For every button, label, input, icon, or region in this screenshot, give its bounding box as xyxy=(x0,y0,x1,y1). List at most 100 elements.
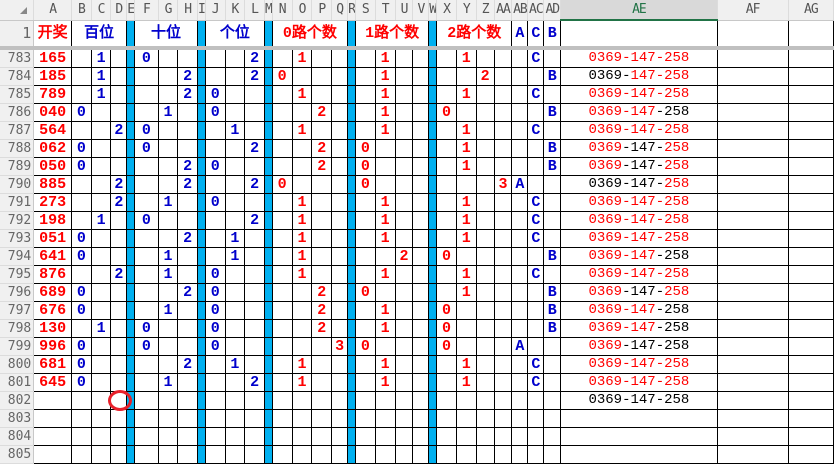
cell-o[interactable] xyxy=(291,175,313,194)
cell-n[interactable] xyxy=(271,391,293,410)
cell-ab[interactable] xyxy=(511,67,529,86)
cell-ag[interactable] xyxy=(787,211,834,230)
cell-z[interactable] xyxy=(475,355,495,374)
cell-z[interactable] xyxy=(475,247,495,266)
cell-s[interactable]: 0 xyxy=(354,337,376,356)
cell-k[interactable] xyxy=(224,211,246,230)
row-number[interactable]: 785 xyxy=(0,85,35,104)
row-number[interactable]: 800 xyxy=(0,355,35,374)
cell-q[interactable] xyxy=(331,47,349,68)
combo-cell[interactable]: 0369-147-258 xyxy=(560,373,718,392)
header-hundreds[interactable]: 百位 xyxy=(71,19,128,50)
cell-p[interactable] xyxy=(311,391,333,410)
column-header-j[interactable]: J xyxy=(205,0,226,21)
cell-u[interactable] xyxy=(394,427,414,446)
row-number[interactable]: 793 xyxy=(0,229,35,248)
cell-j[interactable] xyxy=(204,211,226,230)
cell-ad[interactable]: B xyxy=(543,301,562,320)
cell-v[interactable] xyxy=(412,67,430,86)
cell-o[interactable]: 1 xyxy=(291,247,313,266)
cell-ac[interactable]: C xyxy=(527,229,545,248)
cell-q[interactable] xyxy=(331,445,349,464)
cell-h[interactable] xyxy=(177,193,199,212)
cell-ac[interactable] xyxy=(527,337,545,356)
cell-ad[interactable] xyxy=(543,409,562,428)
row-number[interactable]: 790 xyxy=(0,175,35,194)
cell-af[interactable] xyxy=(716,121,789,140)
cell-l[interactable] xyxy=(244,103,265,122)
row-number[interactable]: 792 xyxy=(0,211,35,230)
cell-c[interactable]: 1 xyxy=(90,67,112,86)
row-number[interactable]: 791 xyxy=(0,193,35,212)
cell-af[interactable] xyxy=(716,247,789,266)
column-header-i[interactable]: I xyxy=(197,0,206,21)
cell-s[interactable] xyxy=(354,121,376,140)
cell-f[interactable] xyxy=(134,355,159,374)
header-af[interactable] xyxy=(716,19,789,50)
cell-t[interactable] xyxy=(374,175,396,194)
cell-ag[interactable] xyxy=(787,85,834,104)
cell-d[interactable]: 2 xyxy=(110,265,128,284)
cell-f[interactable] xyxy=(134,445,159,464)
cell-t[interactable]: 1 xyxy=(374,67,396,86)
row-number[interactable]: 798 xyxy=(0,319,35,338)
cell-l[interactable]: 2 xyxy=(244,373,265,392)
cell-ag[interactable] xyxy=(787,337,834,356)
cell-q[interactable] xyxy=(331,139,349,158)
cell-f[interactable] xyxy=(134,175,159,194)
cell-ac[interactable] xyxy=(527,139,545,158)
cell-c[interactable] xyxy=(90,247,112,266)
cell-b[interactable]: 0 xyxy=(71,103,92,122)
cell-z[interactable] xyxy=(475,445,495,464)
cell-x[interactable] xyxy=(436,355,457,374)
cell-g[interactable] xyxy=(157,427,179,446)
cell-j[interactable] xyxy=(204,427,226,446)
cell-b[interactable] xyxy=(71,47,92,68)
cell-j[interactable] xyxy=(204,67,226,86)
cell-g[interactable] xyxy=(157,211,179,230)
cell-ac[interactable] xyxy=(527,247,545,266)
cell-g[interactable] xyxy=(157,229,179,248)
cell-v[interactable] xyxy=(412,247,430,266)
cell-ac[interactable] xyxy=(527,391,545,410)
cell-y[interactable]: 1 xyxy=(455,355,477,374)
header-draw[interactable]: 开奖 xyxy=(33,19,73,50)
cell-af[interactable] xyxy=(716,355,789,374)
cell-v[interactable] xyxy=(412,229,430,248)
cell-c[interactable] xyxy=(90,373,112,392)
combo-cell[interactable]: 0369-147-258 xyxy=(560,211,718,230)
cell-d[interactable] xyxy=(110,283,128,302)
cell-z[interactable] xyxy=(475,319,495,338)
cell-y[interactable] xyxy=(455,427,477,446)
combo-cell[interactable]: 0369-147-258 xyxy=(560,121,718,140)
cell-u[interactable] xyxy=(394,391,414,410)
draw-number-cell[interactable]: 885 xyxy=(33,175,73,194)
cell-p[interactable] xyxy=(311,193,333,212)
cell-d[interactable] xyxy=(110,355,128,374)
cell-n[interactable] xyxy=(271,373,293,392)
cell-af[interactable] xyxy=(716,283,789,302)
cell-n[interactable] xyxy=(271,265,293,284)
cell-ab[interactable] xyxy=(511,85,529,104)
cell-ad[interactable]: B xyxy=(543,319,562,338)
cell-n[interactable] xyxy=(271,337,293,356)
cell-ac[interactable]: C xyxy=(527,193,545,212)
cell-ag[interactable] xyxy=(787,121,834,140)
cell-f[interactable] xyxy=(134,373,159,392)
draw-number-cell[interactable]: 040 xyxy=(33,103,73,122)
cell-af[interactable] xyxy=(716,193,789,212)
cell-ad[interactable] xyxy=(543,427,562,446)
cell-ag[interactable] xyxy=(787,373,834,392)
cell-ab[interactable] xyxy=(511,157,529,176)
column-header-p[interactable]: P xyxy=(311,0,333,21)
combo-cell[interactable]: 0369-147-258 xyxy=(560,265,718,284)
cell-p[interactable]: 2 xyxy=(311,139,333,158)
cell-x[interactable] xyxy=(436,373,457,392)
header-ac[interactable]: C xyxy=(527,19,545,50)
cell-z[interactable] xyxy=(475,229,495,248)
cell-ag[interactable] xyxy=(787,139,834,158)
cell-f[interactable] xyxy=(134,103,159,122)
cell-l[interactable] xyxy=(244,121,265,140)
cell-af[interactable] xyxy=(716,445,789,464)
cell-n[interactable] xyxy=(271,85,293,104)
